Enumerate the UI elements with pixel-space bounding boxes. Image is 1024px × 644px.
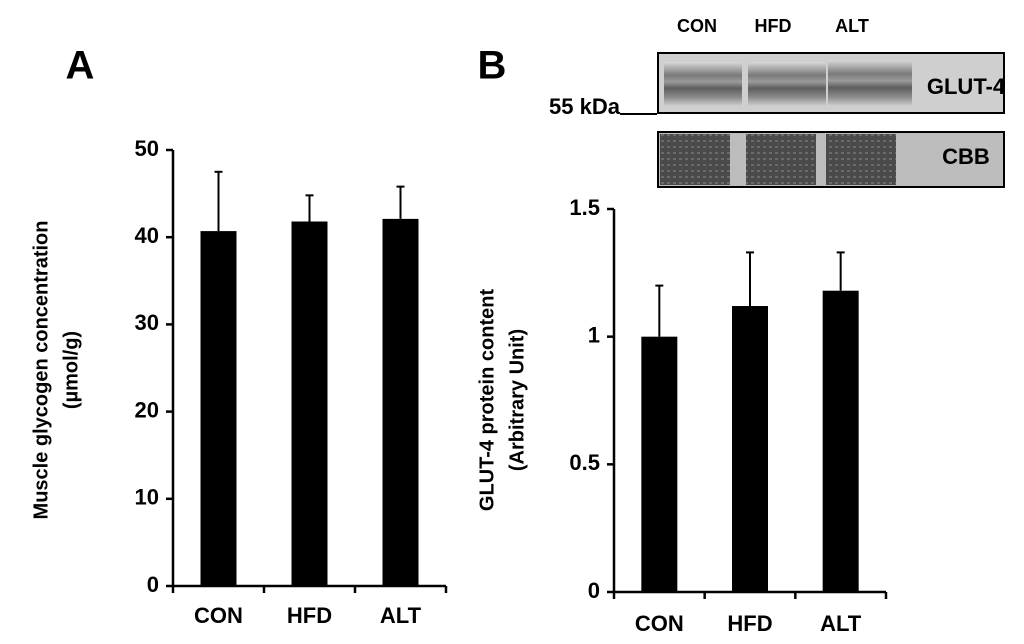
bar (291, 221, 328, 586)
y-tick-label: 1 (588, 322, 600, 347)
blot-band (826, 134, 896, 185)
band-label: GLUT-4 (927, 74, 1006, 99)
bar (822, 290, 859, 592)
western-blot (620, 52, 1005, 188)
y-axis-label: (µmol/g) (60, 331, 82, 409)
bar (382, 218, 419, 586)
x-tick-label: ALT (380, 603, 422, 628)
bar (641, 336, 678, 592)
x-tick-label: HFD (287, 603, 332, 628)
x-tick-label: HFD (727, 611, 772, 636)
marker-label: 55 kDa (549, 94, 621, 119)
lane-label: HFD (755, 16, 792, 36)
panel-label: A (66, 44, 95, 88)
y-tick-label: 10 (135, 485, 159, 510)
y-tick-label: 20 (135, 397, 159, 422)
y-axis-label: (Arbitrary Unit) (506, 329, 528, 471)
lane-label: ALT (835, 16, 869, 36)
y-tick-label: 0 (588, 578, 600, 603)
blot-band (660, 134, 730, 185)
y-axis-label: GLUT-4 protein content (476, 289, 498, 512)
x-tick-label: CON (635, 611, 684, 636)
blot-band (746, 134, 816, 185)
lane-label: CON (677, 16, 717, 36)
bar (732, 306, 768, 592)
y-tick-label: 1.5 (569, 195, 600, 220)
y-tick-label: 50 (135, 136, 159, 161)
blot-band (748, 62, 826, 106)
x-tick-label: CON (194, 603, 243, 628)
y-tick-label: 30 (135, 310, 159, 335)
y-tick-label: 40 (135, 223, 159, 248)
y-tick-label: 0 (147, 572, 159, 597)
y-axis-label: Muscle glycogen concentration (30, 221, 52, 520)
blot-band (664, 62, 742, 106)
panel-label: B (478, 44, 507, 88)
x-tick-label: ALT (820, 611, 862, 636)
y-tick-label: 0.5 (569, 450, 600, 475)
bar (200, 231, 237, 586)
band-label: CBB (942, 144, 990, 169)
blot-band (828, 60, 912, 106)
